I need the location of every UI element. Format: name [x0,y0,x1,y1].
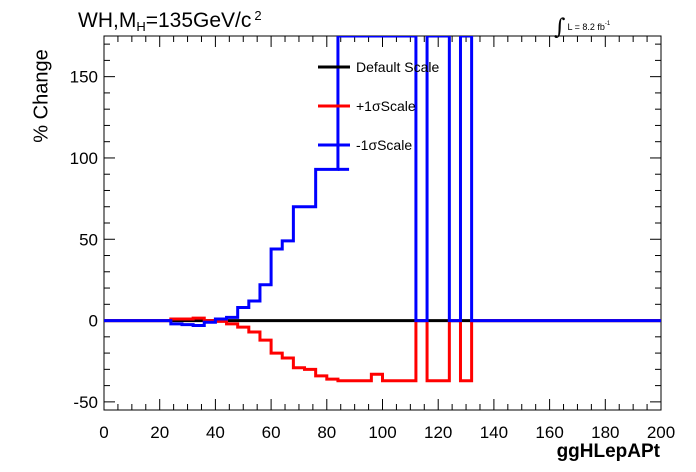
plot-frame [103,35,662,411]
x-tick-label: 40 [206,423,225,442]
luminosity-label: ∫ L = 8.2 fb-1 [554,11,611,40]
x-tick-label: 100 [368,423,396,442]
y-tick-label: 50 [79,230,98,249]
y-tick-label: 100 [70,149,98,168]
title-process: WH,M [78,9,137,32]
legend-label-1: +1σScale [356,98,416,114]
x-tick-label: 60 [262,423,281,442]
title-superscript: 2 [254,8,262,23]
title-mass: =135GeV/c [145,9,252,32]
x-tick-label: 180 [591,423,619,442]
series-line-2 [104,36,661,327]
chart-title: WH,MH=135GeV/c 2 [78,8,262,34]
legend-label-0: Default Scale [356,59,439,75]
y-tick-label: -50 [73,393,98,412]
legend-label-2: -1σScale [356,137,412,153]
x-tick-label: 80 [317,423,336,442]
x-tick-label: 120 [424,423,452,442]
x-tick-label: 20 [150,423,169,442]
x-tick-label: 0 [99,423,108,442]
integral-symbol: ∫ [554,15,566,40]
title-subscript: H [136,19,146,34]
lumi-text: L = 8.2 fb [567,22,605,32]
series-line-1 [104,316,661,383]
x-axis-label: ggHLepAPt [556,441,660,462]
x-tick-label: 160 [535,423,563,442]
y-tick-label: 0 [89,312,98,331]
x-tick-label: 140 [480,423,508,442]
x-tick-label: 200 [647,423,675,442]
lumi-exponent: -1 [604,21,611,27]
y-tick-label: 150 [70,68,98,87]
